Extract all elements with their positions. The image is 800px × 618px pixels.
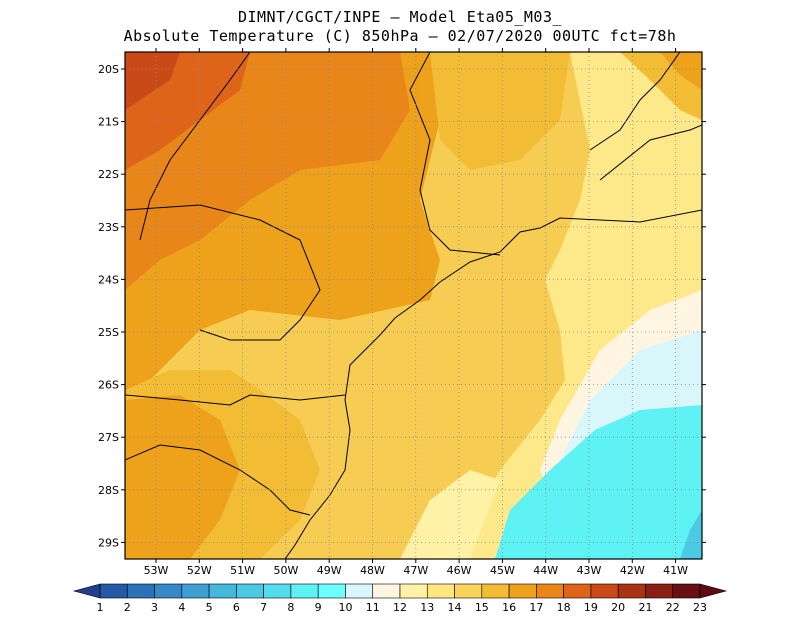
colorbar-label: 9: [315, 601, 322, 614]
map-frame: [124, 51, 703, 560]
colorbar-right-arrow: [699, 583, 728, 599]
colorbar-labels: 1 2 3 4 5 6 7 8 9 10 11 12 13 14 15 16 17 18 19 20 21 22 23: [97, 601, 708, 614]
latitude-labels: 20S 21S 22S 23S 24S 25S 26S 27S 28S 29S: [98, 63, 119, 549]
colorbar-segment: [508, 583, 537, 599]
colorbar-label: 4: [178, 601, 185, 614]
colorbar-label: 5: [206, 601, 213, 614]
state-border-5: [139, 52, 251, 241]
colorbar-segment: [99, 583, 128, 599]
colorbar-label: 8: [287, 601, 294, 614]
longitude-label: 44W: [533, 564, 558, 577]
colorbar-segment: [536, 583, 564, 599]
colorbar-label: 17: [529, 601, 543, 614]
longitude-label: 53W: [144, 564, 169, 577]
state-border-2: [125, 204, 321, 341]
state-border-1: [409, 52, 501, 256]
state-border-4: [125, 444, 311, 516]
latitude-label: 26S: [98, 379, 119, 392]
colorbar-label: 21: [638, 601, 652, 614]
colorbar-label: 11: [366, 601, 380, 614]
longitude-label: 52W: [187, 564, 212, 577]
title-line-1: DIMNT/CGCT/INPE – Model Eta05_M03_: [237, 8, 563, 26]
latitude-label: 20S: [98, 63, 119, 76]
colorbar-segment: [372, 583, 401, 599]
colorbar-left-arrow: [72, 583, 101, 599]
longitude-labels: 53W 52W 51W 50W 49W 48W 47W 46W 45W 44W 43W 42W 41W: [144, 564, 689, 577]
colorbar-segment: [317, 583, 346, 599]
temperature-field: [125, 52, 702, 559]
colorbar-segment: [290, 583, 319, 599]
colorbar-label: 23: [693, 601, 707, 614]
colorbar-segment: [426, 583, 455, 599]
colorbar-label: 19: [584, 601, 598, 614]
gridlines: [125, 52, 702, 559]
colorbar-label: 18: [557, 601, 571, 614]
longitude-label: 46W: [447, 564, 472, 577]
colorbar-label: 13: [420, 601, 434, 614]
latitude-label: 23S: [98, 221, 119, 234]
colorbar-segment: [645, 583, 674, 599]
longitude-label: 41W: [663, 564, 688, 577]
latitude-label: 29S: [98, 536, 119, 549]
colorbar-label: 2: [124, 601, 131, 614]
colorbar-label: 3: [151, 601, 158, 614]
colorbar-label: 6: [233, 601, 240, 614]
colorbar-segment: [399, 583, 428, 599]
latitude-label: 21S: [98, 116, 119, 129]
boundaries: [125, 52, 702, 559]
longitude-label: 49W: [317, 564, 342, 577]
colorbar-segment: [672, 583, 701, 599]
colorbar-segment: [617, 583, 646, 599]
axis-ticks: [121, 48, 706, 563]
colorbar-segment: [236, 583, 264, 599]
longitude-label: 48W: [360, 564, 385, 577]
longitude-label: 42W: [620, 564, 645, 577]
colorbar-segment: [590, 583, 619, 599]
latitude-label: 24S: [98, 273, 119, 286]
title-line-2: Absolute Temperature (C) 850hPa – 02/07/…: [123, 27, 677, 45]
colorbar-segment: [481, 583, 510, 599]
colorbar-segment: [208, 583, 237, 599]
colorbar-label: 10: [338, 601, 352, 614]
colorbar-label: 16: [502, 601, 516, 614]
colorbar-segment: [263, 583, 292, 599]
latitude-label: 28S: [98, 484, 119, 497]
colorbar-label: 22: [666, 601, 680, 614]
colorbar: [72, 583, 728, 599]
longitude-label: 50W: [273, 564, 298, 577]
colorbar-segment: [563, 583, 592, 599]
latitude-label: 22S: [98, 168, 119, 181]
colorbar-segment: [154, 583, 183, 599]
state-border-6: [589, 52, 681, 151]
colorbar-segment: [345, 583, 374, 599]
latitude-label: 25S: [98, 326, 119, 339]
state-border-7: [599, 124, 702, 181]
longitude-label: 43W: [577, 564, 602, 577]
colorbar-segment: [181, 583, 210, 599]
longitude-label: 51W: [230, 564, 255, 577]
colorbar-label: 7: [260, 601, 267, 614]
colorbar-segment: [454, 583, 483, 599]
coastline: [284, 209, 702, 559]
state-border-3: [125, 394, 346, 406]
colorbar-label: 20: [611, 601, 625, 614]
colorbar-label: 1: [97, 601, 104, 614]
longitude-label: 45W: [490, 564, 515, 577]
longitude-label: 47W: [403, 564, 428, 577]
colorbar-label: 15: [475, 601, 489, 614]
colorbar-label: 14: [448, 601, 462, 614]
latitude-label: 27S: [98, 431, 119, 444]
colorbar-segment: [126, 583, 155, 599]
colorbar-label: 12: [393, 601, 407, 614]
